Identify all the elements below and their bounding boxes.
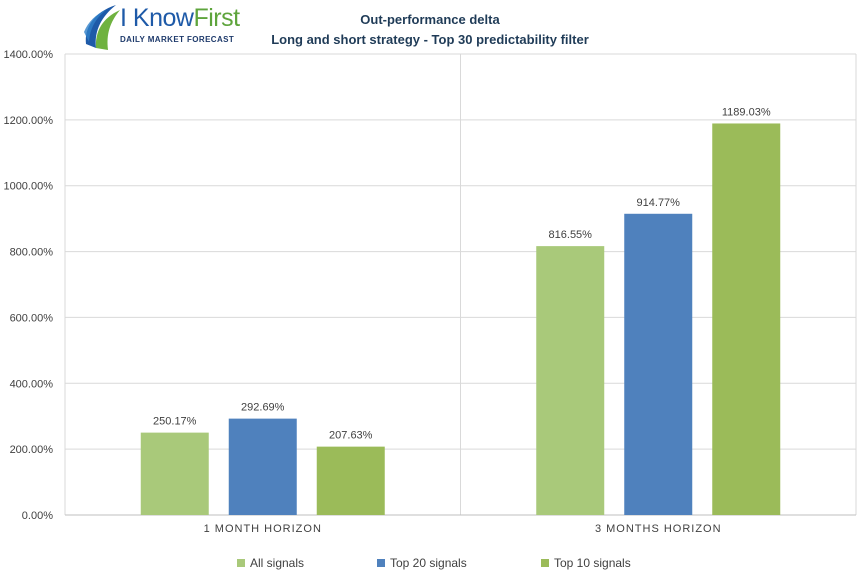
y-tick-label: 200.00% <box>10 444 54 456</box>
y-tick-label: 600.00% <box>10 312 54 324</box>
bar <box>712 123 781 515</box>
legend-entry: Top 10 signals <box>541 556 631 570</box>
data-label: 914.77% <box>637 197 681 209</box>
x-category-label: 3 MONTHS HORIZON <box>595 523 722 535</box>
legend-label: Top 10 signals <box>554 556 631 570</box>
bar <box>316 446 385 515</box>
company-logo: I KnowFirst DAILY MARKET FORECAST <box>80 2 240 52</box>
bar <box>228 418 297 515</box>
legend: All signals Top 20 signals Top 10 signals <box>0 556 862 574</box>
data-label: 207.63% <box>329 430 373 442</box>
y-tick-label: 1000.00% <box>3 181 53 193</box>
bar <box>536 246 605 515</box>
data-label: 292.69% <box>241 402 285 414</box>
y-tick-label: 1200.00% <box>3 115 53 127</box>
data-label: 1189.03% <box>722 106 771 118</box>
logo-tagline: DAILY MARKET FORECAST <box>120 35 235 44</box>
legend-swatch <box>237 559 245 567</box>
legend-label: Top 20 signals <box>390 556 467 570</box>
y-tick-label: 800.00% <box>10 247 54 259</box>
y-tick-label: 1400.00% <box>3 49 53 61</box>
data-label: 250.17% <box>153 416 197 428</box>
legend-swatch <box>377 559 385 567</box>
legend-swatch <box>541 559 549 567</box>
logo-wordmark: I KnowFirst <box>120 4 240 32</box>
legend-entry: All signals <box>237 556 304 570</box>
x-category-label: 1 MONTH HORIZON <box>204 523 322 535</box>
legend-entry: Top 20 signals <box>377 556 467 570</box>
chart-subtitle: Long and short strategy - Top 30 predict… <box>271 32 589 47</box>
data-label: 816.55% <box>549 229 593 241</box>
y-tick-label: 0.00% <box>22 510 53 522</box>
y-tick-label: 400.00% <box>10 378 54 390</box>
chart-title: Out-performance delta <box>360 12 500 27</box>
bar <box>140 432 209 515</box>
logo-swoosh-icon <box>84 5 120 50</box>
legend-label: All signals <box>250 556 305 570</box>
bar <box>624 213 693 516</box>
